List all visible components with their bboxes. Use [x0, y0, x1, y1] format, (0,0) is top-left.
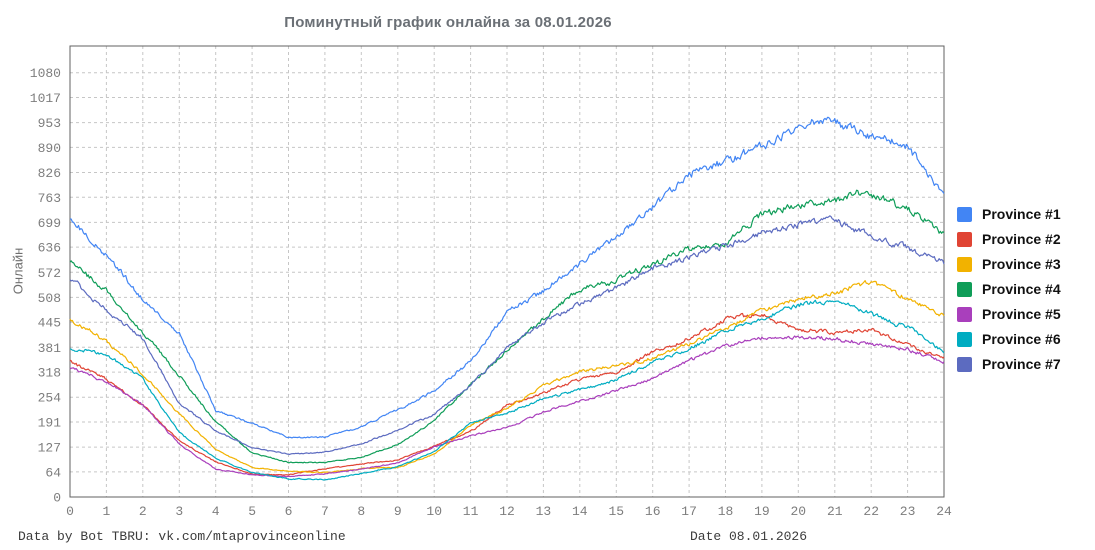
svg-text:3: 3 [175, 504, 183, 519]
svg-text:64: 64 [45, 465, 61, 480]
legend-swatch [957, 231, 972, 247]
series-line-4 [69, 189, 945, 464]
legend-label: Province #3 [982, 256, 1061, 272]
series-line-3 [69, 280, 945, 474]
svg-text:636: 636 [38, 241, 61, 256]
legend-swatch [957, 331, 972, 347]
legend-item: Province #6 [957, 331, 1061, 347]
legend-item: Province #1 [957, 206, 1061, 222]
svg-text:763: 763 [38, 191, 61, 206]
legend-swatch [957, 256, 972, 272]
chart-title: Поминутный график онлайна за 08.01.2026 [284, 14, 612, 31]
svg-text:14: 14 [572, 504, 588, 519]
svg-text:0: 0 [66, 504, 74, 519]
svg-text:15: 15 [608, 504, 624, 519]
svg-text:2: 2 [139, 504, 147, 519]
series-line-7 [69, 215, 945, 456]
svg-text:1: 1 [102, 504, 110, 519]
svg-text:4: 4 [212, 504, 220, 519]
series-line-6 [69, 299, 945, 481]
svg-text:6: 6 [285, 504, 293, 519]
svg-text:8: 8 [357, 504, 365, 519]
legend-swatch [957, 356, 972, 372]
svg-text:7: 7 [321, 504, 329, 519]
svg-text:508: 508 [38, 291, 61, 306]
svg-text:5: 5 [248, 504, 256, 519]
legend-label: Province #4 [982, 281, 1061, 297]
svg-text:11: 11 [463, 504, 479, 519]
legend-item: Province #3 [957, 256, 1061, 272]
legend-swatch [957, 281, 972, 297]
svg-text:890: 890 [38, 141, 61, 156]
svg-text:699: 699 [38, 216, 61, 231]
svg-text:572: 572 [38, 266, 61, 281]
svg-text:21: 21 [827, 504, 843, 519]
svg-text:24: 24 [936, 504, 952, 519]
svg-text:10: 10 [426, 504, 442, 519]
legend-swatch [957, 306, 972, 322]
svg-text:23: 23 [900, 504, 916, 519]
legend-item: Province #5 [957, 306, 1061, 322]
svg-text:381: 381 [38, 341, 62, 356]
svg-text:953: 953 [38, 116, 61, 131]
svg-text:18: 18 [718, 504, 734, 519]
legend-label: Province #2 [982, 231, 1061, 247]
svg-text:254: 254 [38, 391, 62, 406]
svg-text:17: 17 [681, 504, 697, 519]
svg-text:191: 191 [38, 416, 62, 431]
svg-text:1017: 1017 [30, 91, 61, 106]
svg-text:19: 19 [754, 504, 770, 519]
series-line-1 [69, 116, 945, 439]
svg-text:0: 0 [53, 491, 61, 506]
legend-item: Province #4 [957, 281, 1061, 297]
legend-item: Province #7 [957, 356, 1061, 372]
svg-text:16: 16 [645, 504, 661, 519]
footer-credit: Data by Bot TBRU: vk.com/mtaprovinceonli… [18, 529, 346, 544]
svg-text:127: 127 [38, 441, 61, 456]
series-line-2 [69, 312, 945, 476]
legend-label: Province #6 [982, 331, 1061, 347]
svg-text:445: 445 [38, 316, 61, 331]
legend-label: Province #5 [982, 306, 1061, 322]
svg-text:12: 12 [499, 504, 515, 519]
svg-text:20: 20 [790, 504, 806, 519]
svg-text:22: 22 [863, 504, 879, 519]
legend-label: Province #1 [982, 206, 1061, 222]
legend: Province #1 Province #2 Province #3 Provinc… [957, 206, 1061, 372]
series-line-5 [69, 335, 945, 478]
svg-text:318: 318 [38, 366, 61, 381]
footer-date: Date 08.01.2026 [690, 529, 808, 544]
legend-label: Province #7 [982, 356, 1061, 372]
legend-item: Province #2 [957, 231, 1061, 247]
svg-text:1080: 1080 [30, 66, 61, 81]
svg-text:13: 13 [536, 504, 552, 519]
svg-text:826: 826 [38, 166, 61, 181]
legend-swatch [957, 206, 972, 222]
svg-text:9: 9 [394, 504, 402, 519]
